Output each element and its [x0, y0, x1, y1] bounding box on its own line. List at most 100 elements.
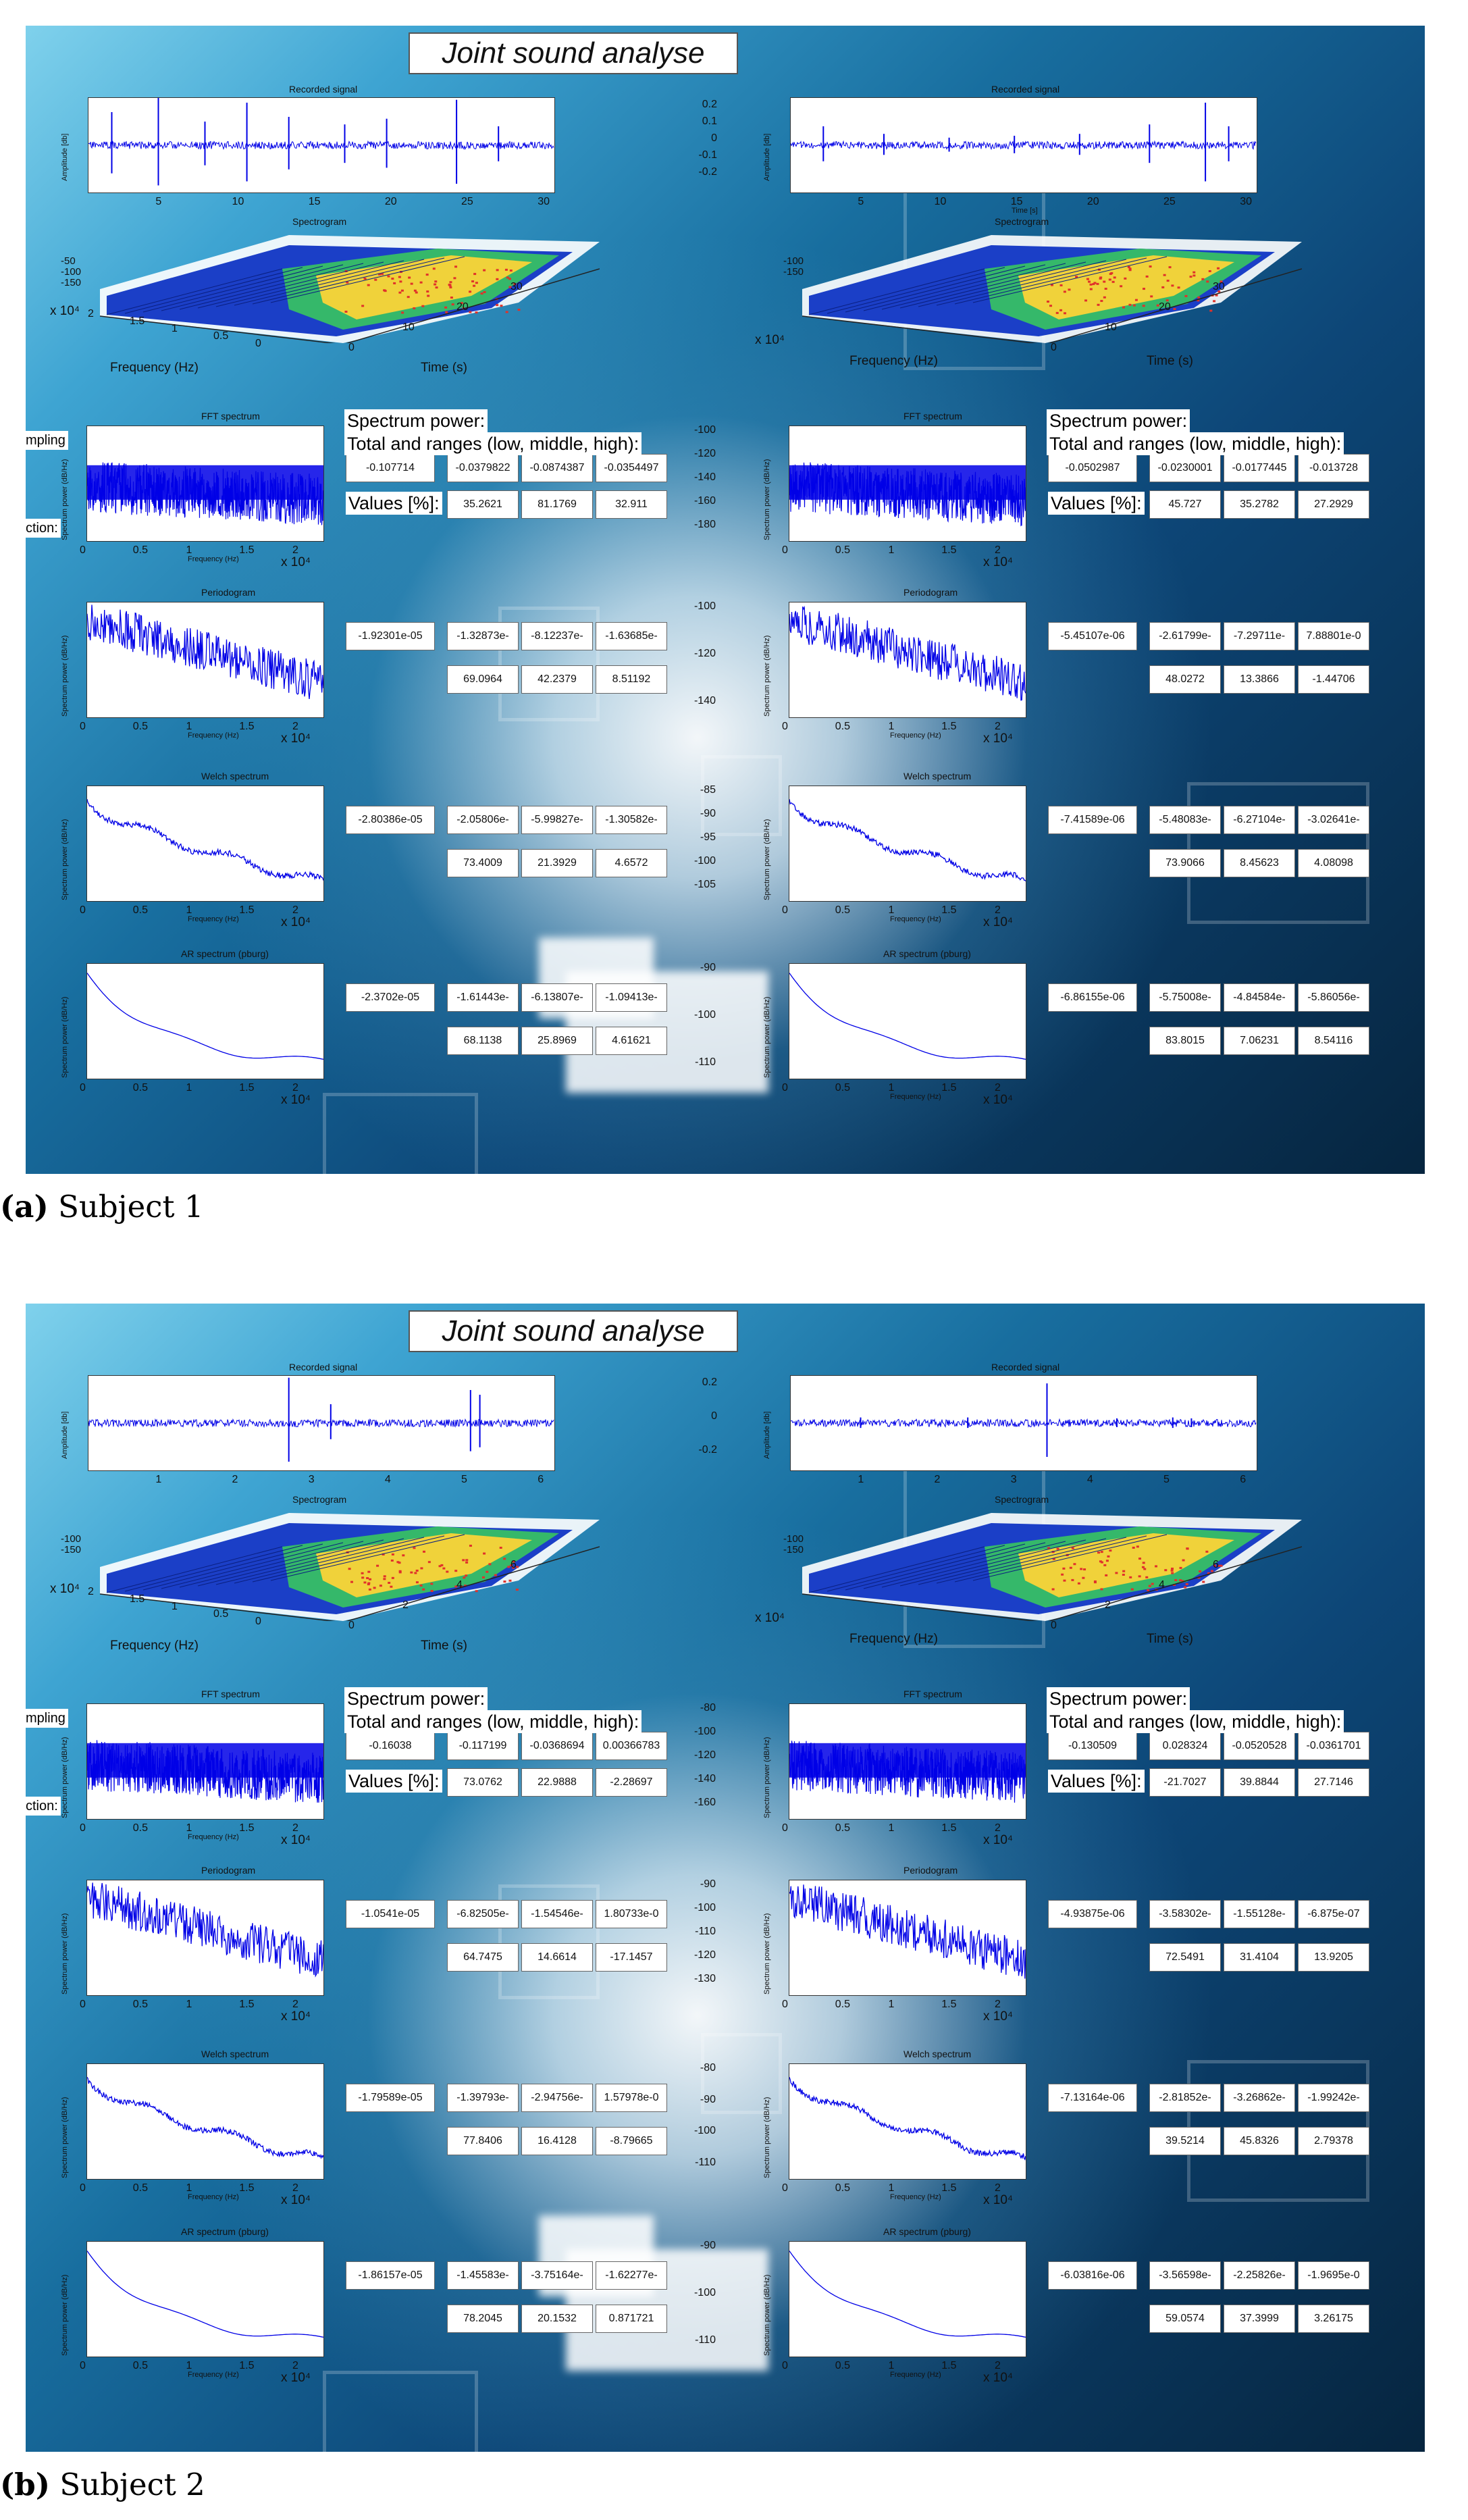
- spectrogram-hotspot: [465, 1559, 469, 1562]
- y-tick-label: -80: [700, 1702, 716, 1714]
- range-power-value-middle: -0.0368694: [521, 1732, 593, 1760]
- caption-letter: (a): [0, 1189, 49, 1225]
- x-tick-label: 1: [888, 2182, 895, 2194]
- spectrogram-hotspot: [1049, 305, 1053, 307]
- total-power-value: -1.86157e-05: [346, 2261, 435, 2290]
- spectrogram-hotspot: [475, 311, 478, 314]
- spectrogram-hotspot: [462, 1559, 465, 1562]
- x-tick-label: 1: [186, 2182, 192, 2194]
- spectrogram-hotspot: [469, 311, 472, 313]
- spectrogram-hotspot: [465, 1574, 468, 1577]
- y-tick-label: 0.2: [702, 1377, 717, 1388]
- spectrogram-hotspot: [1132, 1546, 1135, 1549]
- x-tick-label: 2: [232, 1474, 238, 1485]
- spectrogram-hotspot: [1197, 296, 1201, 299]
- y-tick-label: -160: [693, 1797, 716, 1808]
- x-tick-label: 1.5: [239, 2360, 255, 2371]
- spectrogram-hotspot: [454, 265, 458, 268]
- spectrogram-exponent: x 10⁴: [50, 1582, 80, 1596]
- spectrogram-hotspot: [1213, 300, 1216, 303]
- spectrum-band: [789, 1743, 1026, 1778]
- spectrogram-hotspot: [361, 1576, 365, 1579]
- signal-title: Recorded signal: [991, 1362, 1060, 1372]
- freq-tick-label: 1: [172, 1601, 178, 1612]
- spectrogram-hotspot: [442, 1567, 446, 1570]
- x-tick-label: 2: [292, 1999, 298, 2010]
- percent-value-low: 73.9066: [1149, 849, 1221, 877]
- spectrogram-hotspot: [1134, 299, 1138, 301]
- spectrogram-hotspot: [398, 291, 402, 294]
- signal-title: Recorded signal: [991, 84, 1060, 95]
- y-tick-label: -120: [693, 648, 716, 659]
- total-power-value: -1.0541e-05: [346, 1900, 435, 1928]
- spectrum-exponent: x 10⁴: [281, 915, 311, 929]
- range-power-value-middle: -0.0874387: [521, 454, 593, 482]
- spectrum-y-axis-label: Spectrum power (dB/Hz): [61, 459, 69, 540]
- spectrogram-hotspot: [503, 1558, 506, 1560]
- spectrogram-hotspot: [1108, 278, 1111, 281]
- x-tick-label: 1: [186, 1822, 192, 1834]
- spectrogram-hotspot: [516, 1566, 519, 1568]
- spectrogram-ridge: [918, 260, 1107, 307]
- freq-tick-label: 1.5: [130, 1593, 145, 1605]
- time-tick-label: 20: [1159, 301, 1171, 313]
- time-tick-label: 4: [456, 1579, 463, 1591]
- spectrogram-ridge: [899, 1539, 1086, 1587]
- y-tick-label: -85: [700, 784, 716, 796]
- spectrogram-hotspot: [1197, 1576, 1201, 1579]
- signal-title: Recorded signal: [289, 84, 358, 95]
- spectrogram-hotspot: [508, 286, 512, 288]
- freq-tick-label: 0: [255, 1616, 261, 1627]
- spectrogram-hotspot: [1059, 284, 1063, 286]
- spectrogram-hotspot: [1122, 306, 1125, 309]
- spectrum-plot-fft-canvas: [87, 462, 323, 525]
- spectrum-y-axis-label: Spectrum power (dB/Hz): [763, 819, 771, 900]
- x-tick-label: 1: [888, 1082, 895, 1094]
- range-power-value-low: -6.82505e-: [447, 1900, 519, 1928]
- spectrum-trace: [789, 605, 1026, 701]
- spectrogram-time-label: Time (s): [421, 361, 467, 375]
- caption-letter: (b): [0, 2467, 51, 2502]
- time-tick-label: 0: [348, 1620, 355, 1631]
- range-power-value-middle: -6.27104e-: [1224, 806, 1295, 834]
- x-tick-label: 5: [461, 1474, 467, 1485]
- spectrum-exponent: x 10⁴: [281, 731, 311, 746]
- signal-y-axis-label: Amplitude [db]: [61, 1411, 69, 1459]
- spectrogram-hotspot: [423, 1550, 426, 1553]
- spectrogram-hotspot: [451, 303, 454, 306]
- percent-value-middle: 14.6614: [521, 1943, 593, 1972]
- spectrogram-hotspot: [410, 1571, 413, 1574]
- x-tick-label: 1.5: [239, 904, 255, 916]
- x-tick-label: 0: [80, 1082, 86, 1094]
- spectrogram-hotspot: [1138, 1558, 1142, 1560]
- spectrogram-hotspot: [1068, 288, 1071, 291]
- spectrum-title: FFT spectrum: [903, 1689, 962, 1699]
- range-power-value-middle: -0.0520528: [1224, 1732, 1295, 1760]
- spectrogram-hotspot: [1047, 1547, 1051, 1549]
- spectrogram-ridge: [845, 265, 1026, 313]
- range-power-value-low: -2.05806e-: [447, 806, 519, 834]
- spectrogram-hotspot: [1184, 1586, 1187, 1589]
- x-tick-label: 1.5: [941, 1082, 957, 1094]
- spectrogram-hotspot: [434, 280, 438, 283]
- freq-tick-label: 0.5: [213, 330, 229, 342]
- spectrogram-hotspot: [1138, 1575, 1141, 1578]
- x-tick-label: 0.5: [132, 1082, 148, 1094]
- signal-title: Recorded signal: [289, 1362, 358, 1372]
- spectrogram-hotspot: [473, 273, 477, 276]
- spectrum-exponent: x 10⁴: [983, 2193, 1014, 2207]
- spectrogram-hotspot: [517, 309, 521, 311]
- percent-value-middle: 81.1769: [521, 490, 593, 519]
- percent-value-high: 27.2929: [1298, 490, 1369, 519]
- spectrogram-hotspot: [1083, 1568, 1086, 1571]
- y-tick-label: -120: [693, 1749, 716, 1761]
- spectrogram-ridge: [899, 261, 1086, 309]
- range-power-value-low: -0.117199: [447, 1732, 519, 1760]
- spectrum-title: Welch spectrum: [903, 771, 972, 781]
- range-power-value-high: 0.00366783: [596, 1732, 667, 1760]
- range-power-value-middle: -3.75164e-: [521, 2261, 593, 2290]
- spectrogram-axis: [99, 1593, 336, 1621]
- percent-value-high: 8.51192: [596, 665, 667, 694]
- recorded-signal-plot: [88, 1375, 555, 1471]
- spectrogram-time-label: Time (s): [1147, 1632, 1193, 1646]
